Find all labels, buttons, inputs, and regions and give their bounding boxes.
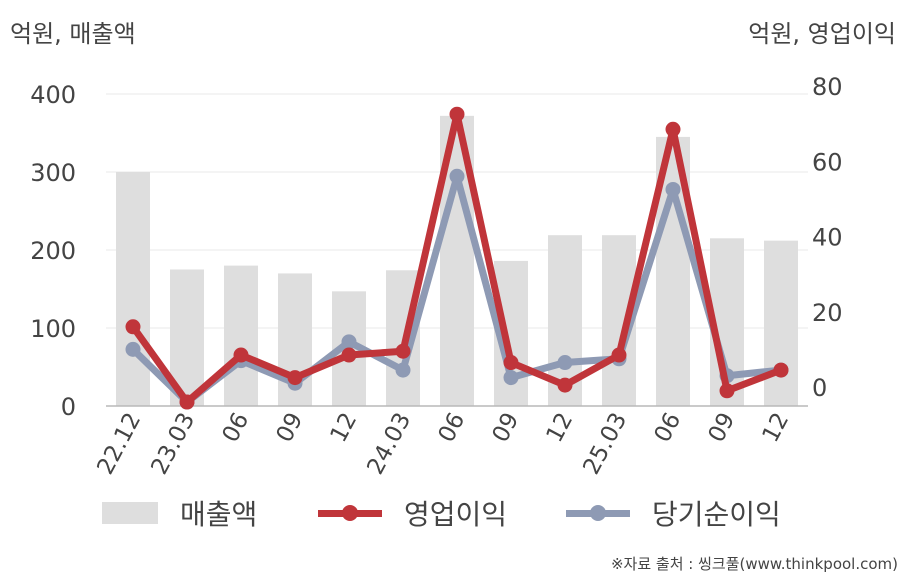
operating-profit-point — [449, 106, 465, 122]
x-tick-label: 23.03 — [146, 409, 200, 479]
net-swatch — [566, 502, 630, 524]
revenue-bar — [224, 265, 258, 406]
y-right-tick-label: 20 — [812, 299, 843, 327]
operating-profit-point — [665, 121, 681, 137]
legend-label-revenue: 매출액 — [180, 498, 258, 531]
net-income-point — [665, 181, 681, 197]
left-axis-unit: 억원, 매출액 — [10, 20, 136, 48]
y-axis-left: 0 100 200 300 400 — [30, 81, 76, 421]
x-tick-label: 12 — [542, 409, 579, 447]
net-income-point — [341, 334, 357, 350]
net-income-point — [503, 370, 519, 386]
x-tick-label: 09 — [488, 409, 525, 447]
right-axis-unit: 억원, 영업이익 — [748, 20, 896, 48]
x-tick-label: 06 — [218, 409, 255, 447]
operating-profit-point — [125, 319, 141, 335]
x-tick-label: 09 — [272, 409, 309, 447]
net-income-point — [395, 362, 411, 378]
operating-profit-point — [773, 362, 789, 378]
operating-profit-point — [233, 347, 249, 363]
net-income-point — [125, 341, 141, 357]
x-tick-label: 12 — [326, 409, 363, 447]
legend-item-revenue: 매출액 — [102, 488, 257, 538]
y-left-tick-label: 0 — [61, 393, 76, 421]
operating-profit-point — [395, 343, 411, 359]
y-left-tick-label: 100 — [30, 315, 76, 343]
net-income-point — [557, 355, 573, 371]
x-tick-label: 06 — [650, 409, 687, 447]
operating-swatch — [318, 502, 382, 524]
operating-profit-point — [557, 377, 573, 393]
revenue-bar — [764, 240, 798, 406]
operating-profit-point — [287, 370, 303, 386]
operating-profit-point — [503, 355, 519, 371]
legend-label-operating: 영업이익 — [404, 498, 508, 531]
revenue-swatch — [102, 502, 158, 524]
y-right-tick-label: 80 — [812, 73, 843, 101]
y-left-tick-label: 200 — [30, 237, 76, 265]
legend-item-net: 당기순이익 — [566, 488, 781, 538]
x-tick-label: 12 — [758, 409, 795, 447]
y-right-tick-label: 0 — [812, 374, 827, 402]
net-income-point — [449, 168, 465, 184]
y-right-tick-label: 40 — [812, 224, 843, 252]
profit-lines — [125, 106, 789, 410]
operating-profit-point — [719, 383, 735, 399]
x-tick-label: 09 — [704, 409, 741, 447]
x-tick-label: 24.03 — [362, 409, 416, 479]
x-axis-labels: 22.12 23.03 06 09 12 24.03 06 09 12 25.03 06 09 12 — [92, 409, 794, 479]
x-tick-label: 22.12 — [92, 409, 146, 479]
operating-profit-point — [341, 347, 357, 363]
y-right-tick-label: 60 — [812, 148, 843, 176]
revenue-bar — [116, 172, 150, 406]
operating-profit-point — [179, 394, 195, 410]
x-tick-label: 06 — [434, 409, 471, 447]
legend-item-operating: 영업이익 — [318, 488, 507, 538]
legend: 매출액 영업이익 당기순이익 — [0, 488, 908, 538]
source-note: ※자료 출처 : 씽크풀(www.thinkpool.com) — [610, 555, 898, 573]
y-axis-right: 0 20 40 60 80 — [812, 73, 843, 402]
operating-profit-point — [611, 347, 627, 363]
legend-label-net: 당기순이익 — [652, 498, 781, 531]
y-left-tick-label: 300 — [30, 159, 76, 187]
combo-chart: 0 100 200 300 400 0 20 40 60 80 22.12 23.03 06 09 12… — [30, 73, 843, 479]
x-tick-label: 25.03 — [578, 409, 632, 479]
y-left-tick-label: 400 — [30, 81, 76, 109]
